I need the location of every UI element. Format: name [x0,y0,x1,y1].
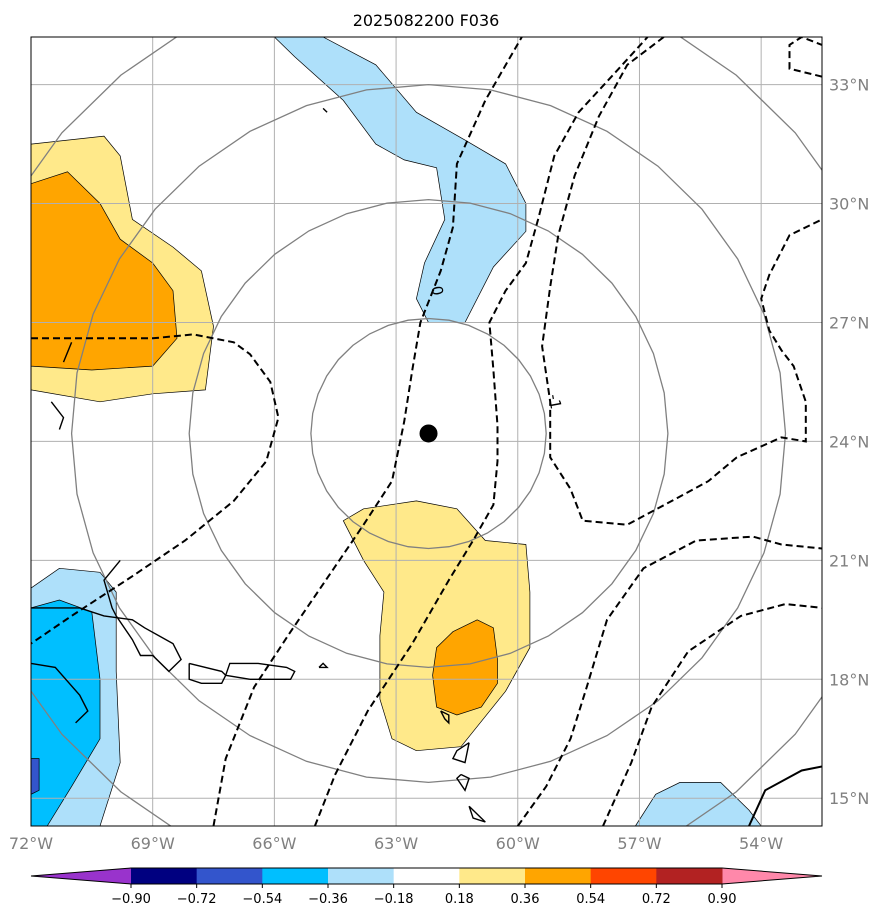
colorbar-tick-label: 0.54 [576,892,605,907]
dashed-contour-5 [541,37,822,526]
coastline-4 [31,662,89,724]
dashed-contour-2 [313,37,649,826]
field-outline-8 [635,782,762,826]
dashed-contour-4 [602,602,822,826]
colorbar-tick-label: −0.90 [111,892,151,907]
field-outline-3 [432,619,498,716]
colorbar-segment [131,868,198,884]
coastline-7 [455,773,470,792]
axis-tick-layer: 72°W 69°W 66°W 63°W 60°W 57°W 54°W 33°N 30°N 27°N… [9,76,869,853]
field-neg1-8 [635,782,762,826]
colorbar-tick-label: 0.36 [511,892,540,907]
colorbar-segment [590,868,657,884]
colorbar-tick-label: −0.72 [177,892,217,907]
field-outline-7 [31,758,40,795]
dashed-contour-3 [516,535,822,826]
gridline-layer [31,37,822,826]
lat-tick-label: 30°N [829,195,869,214]
dashed-contour-6 [788,37,822,78]
shaded-field-layer [31,37,762,826]
colorbar-segment [393,868,460,884]
colorbar-segment [459,868,526,884]
dashed-contour-0 [31,333,280,645]
lat-tick-label: 21°N [829,551,869,570]
lon-tick-label: 63°W [374,834,418,853]
coastline-6 [451,742,470,764]
coastline-9 [50,401,65,430]
contour-label-0: 0 [427,284,446,297]
lat-tick-label: 27°N [829,313,869,332]
range-ring-0 [310,317,547,550]
coastline-5 [440,710,450,725]
range-ring-layer [31,37,822,826]
lon-tick-label: 72°W [9,834,53,853]
field-pos2-3 [432,619,498,715]
field-outline-0 [31,135,214,403]
map-plot-area: 0 -1 [31,37,822,826]
lon-tick-label: 66°W [252,834,296,853]
coastline-3 [318,662,329,669]
colorbar-segment [525,868,592,884]
coastline-0 [31,559,182,673]
chart-title: 2025082200 F036 [353,11,500,30]
field-outline-2 [342,500,531,752]
colorbar-segment [328,868,395,884]
solid-contour-0 [748,765,822,826]
lat-tick-label: 24°N [829,432,869,451]
field-outline-1 [31,171,178,371]
contour-label-1: -1 [545,393,565,411]
coastline-10 [62,342,73,363]
field-neg1-4 [262,37,526,323]
map-frame [30,36,823,827]
range-ring-2 [70,83,787,784]
contour-layer: 0 -1 [31,37,822,826]
colorbar-segment [196,868,263,884]
lon-tick-label: 60°W [496,834,540,853]
colorbar-segment [262,868,329,884]
field-pos2-1 [31,171,177,370]
colorbar-extend-low [31,868,131,884]
storm-center-marker [419,424,438,443]
coastline-8 [468,805,486,823]
colorbar: −0.90 −0.72 −0.54 −0.36 −0.18 0.18 0.36 0.54 0.7… [30,867,823,907]
coastline-1 [188,662,227,684]
colorbar-tick-label: 0.72 [642,892,671,907]
lon-tick-label: 69°W [131,834,175,853]
lat-tick-label: 33°N [829,76,869,95]
colorbar-tick-label: −0.18 [374,892,414,907]
field-neg2-6 [31,600,100,826]
field-outline-5 [31,567,121,826]
colorbar-tick-label: −0.36 [308,892,348,907]
storm-center-layer [419,424,438,443]
lon-tick-label: 54°W [739,834,783,853]
field-neg3-7 [31,758,40,795]
dashed-contour-1 [212,37,523,826]
colorbar-segment [656,868,723,884]
lat-tick-label: 18°N [829,670,869,689]
colorbar-tick-label: 0.90 [708,892,737,907]
lon-tick-label: 57°W [617,834,661,853]
range-ring-1 [188,198,669,669]
colorbar-extend-high [722,868,822,884]
coastline-2 [224,662,296,680]
coastline-11 [322,107,328,113]
field-outline-6 [31,599,101,826]
colorbar-tick-label: −0.54 [242,892,282,907]
lat-tick-label: 15°N [829,789,869,808]
colorbar-tick-label: 0.18 [445,892,474,907]
coastline-layer [31,107,486,823]
